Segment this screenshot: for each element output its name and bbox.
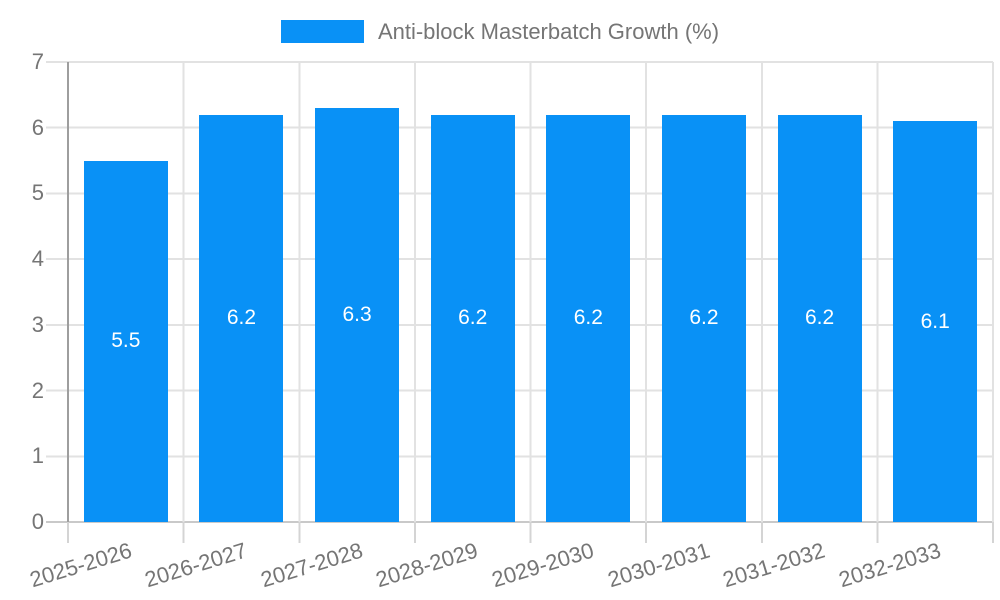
legend-label: Anti-block Masterbatch Growth (%)	[377, 18, 720, 44]
bar-value-label: 6.2	[573, 306, 603, 330]
y-axis-label: 5	[31, 180, 44, 206]
bar-value-label: 6.1	[920, 309, 950, 333]
bar[interactable]: 6.2	[661, 114, 746, 522]
bar[interactable]: 6.2	[199, 114, 284, 522]
bar[interactable]: 6.2	[777, 114, 862, 522]
bar[interactable]: 6.2	[546, 114, 631, 522]
bar-value-label: 6.2	[689, 306, 719, 330]
y-axis-label: 4	[31, 246, 44, 272]
y-axis-label: 2	[31, 377, 44, 403]
bar-value-label: 6.2	[458, 306, 488, 330]
y-axis-label: 7	[31, 49, 44, 74]
bar-value-label: 5.5	[111, 329, 141, 353]
y-axis-label: 1	[31, 443, 44, 469]
bar[interactable]: 6.2	[430, 114, 515, 522]
legend[interactable]: Anti-block Masterbatch Growth (%)	[0, 18, 1000, 44]
legend-swatch-icon	[280, 20, 364, 43]
bar[interactable]: 6.3	[315, 108, 400, 522]
y-axis-label: 3	[31, 311, 44, 337]
y-axis-label: 6	[31, 114, 44, 140]
bar-value-label: 6.3	[342, 303, 372, 326]
y-axis-label: 0	[31, 509, 44, 534]
bar-value-label: 6.2	[226, 306, 257, 330]
bar[interactable]: 6.1	[893, 121, 978, 522]
bar-value-label: 6.2	[804, 306, 835, 330]
bar[interactable]: 5.5	[83, 160, 168, 522]
